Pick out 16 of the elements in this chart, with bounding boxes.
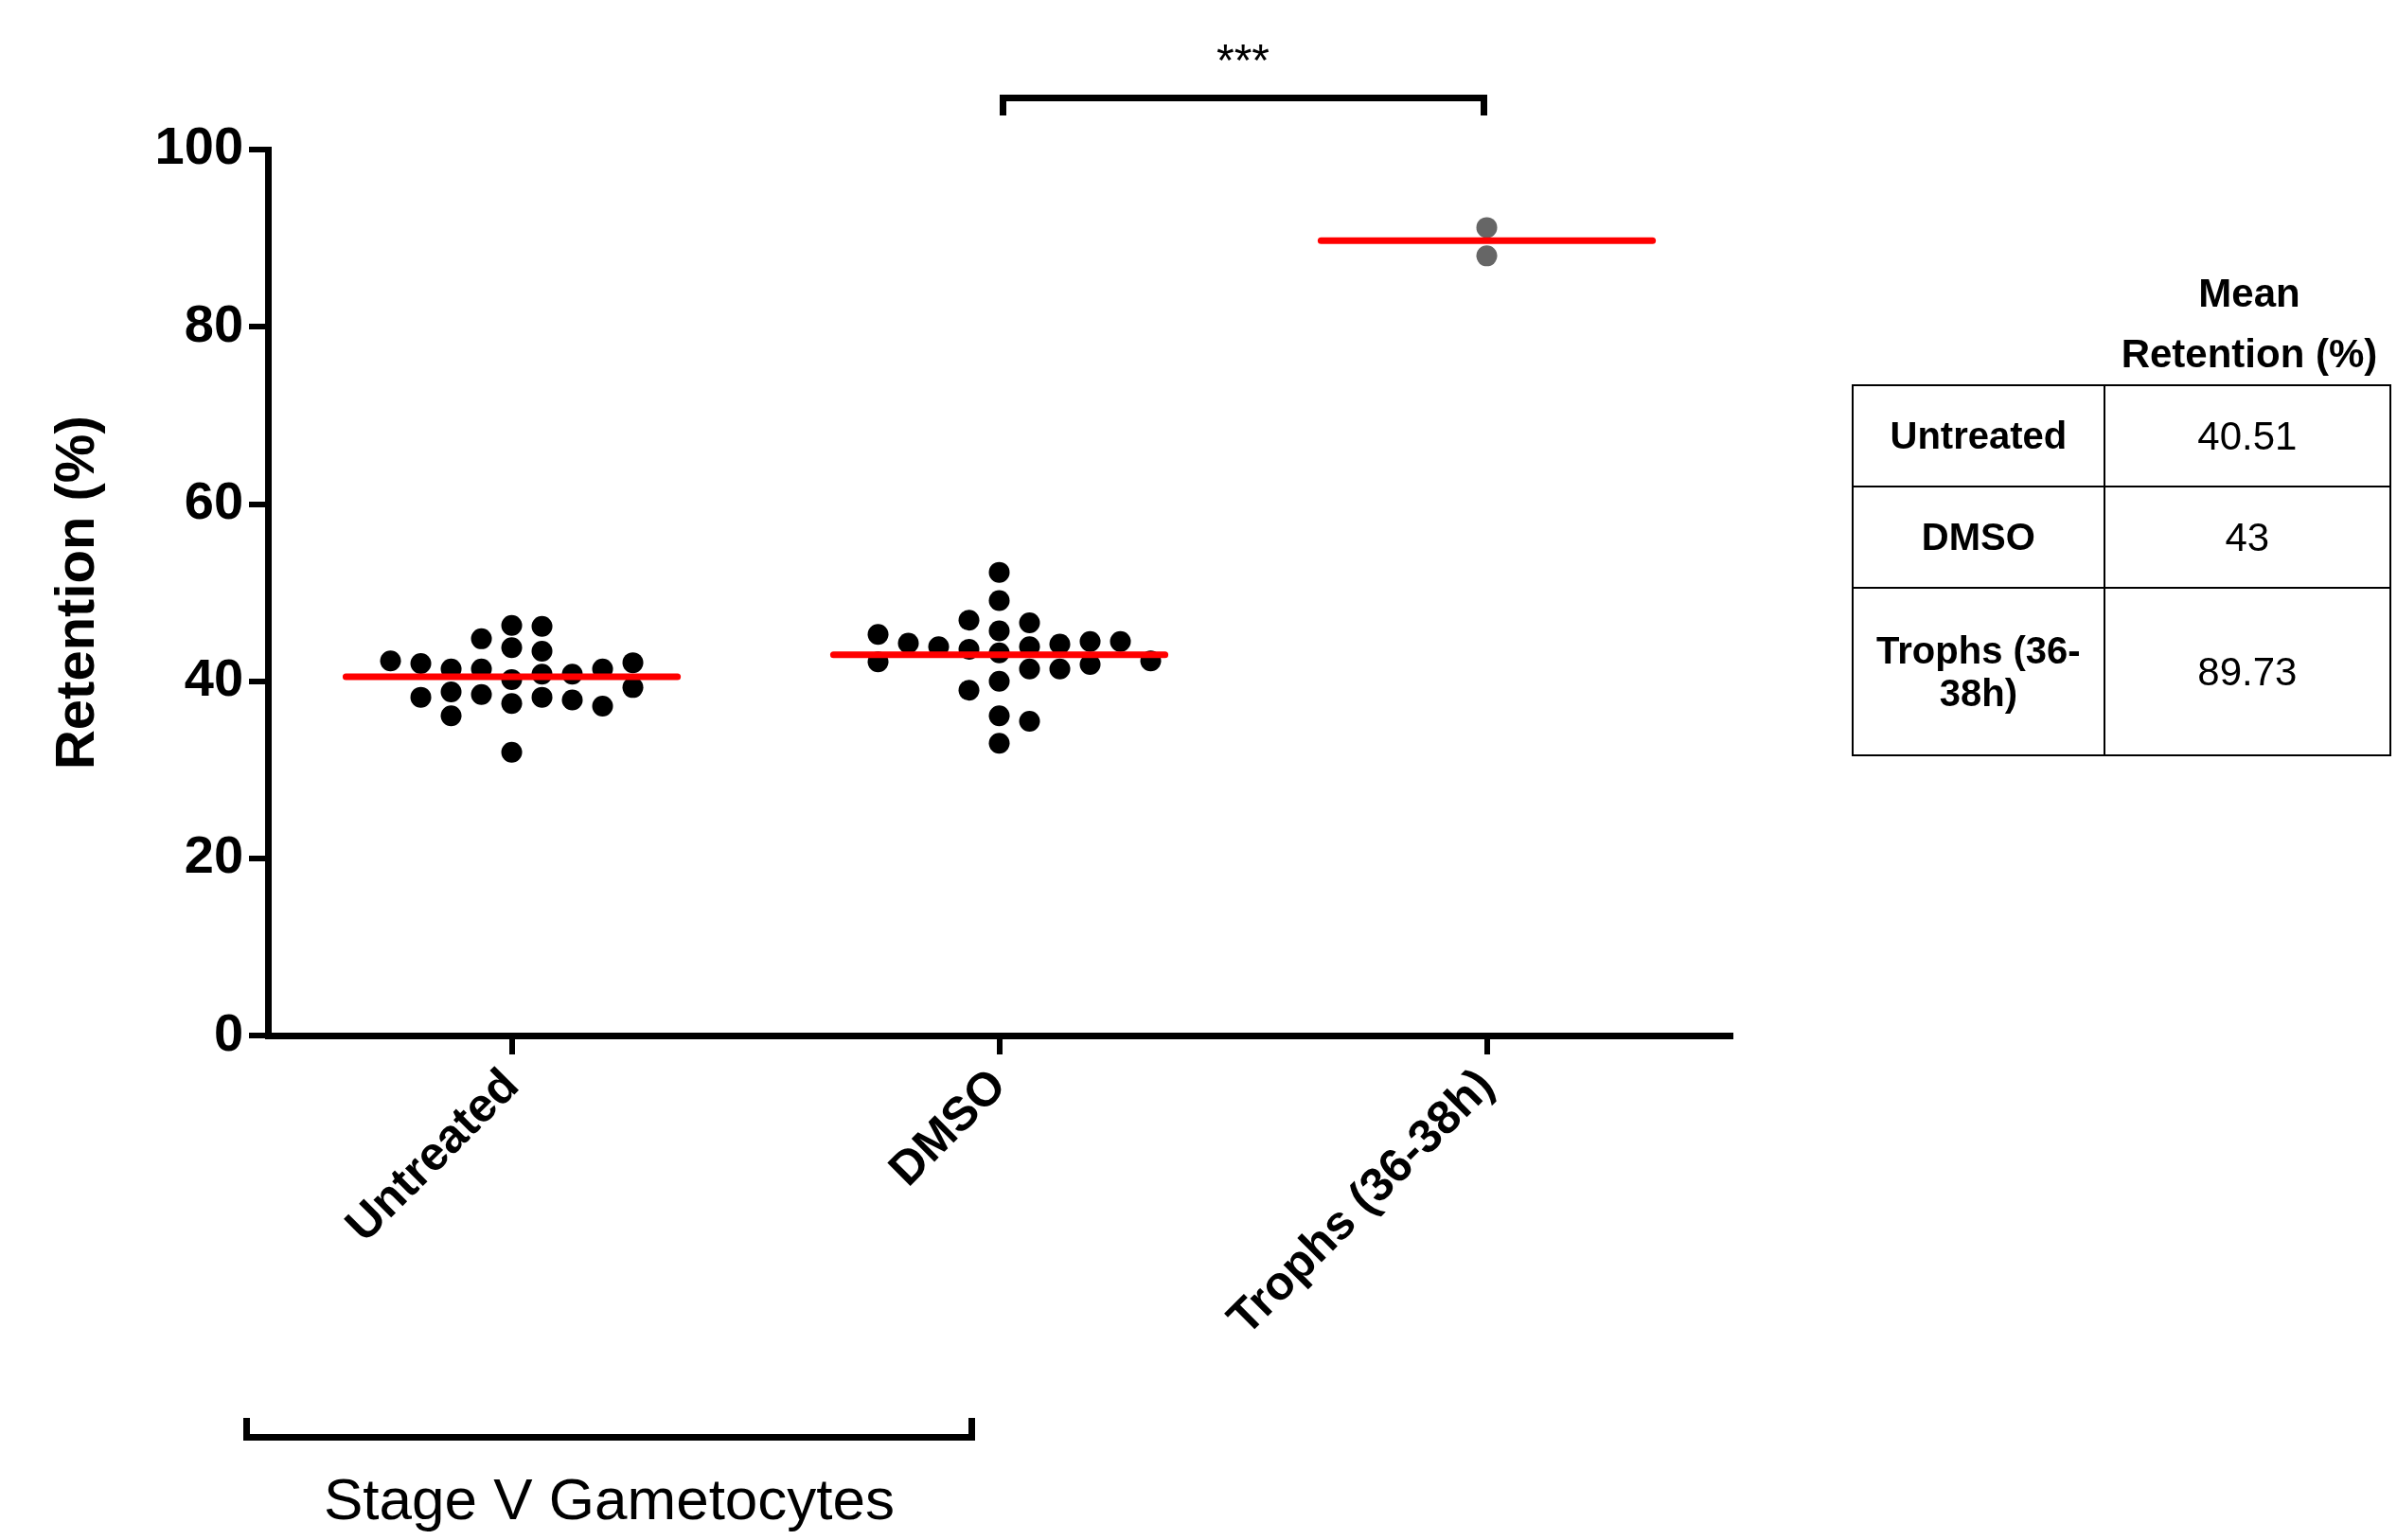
data-label: 89.73	[2104, 588, 2390, 755]
data-label: 40.51	[2104, 385, 2390, 487]
y-tick-label: 100	[154, 115, 244, 176]
category-label: DMSO	[1853, 487, 2104, 588]
y-tick-label: 0	[213, 1001, 244, 1062]
y-tick-label: 40	[184, 647, 244, 708]
category-label: Trophs (36-38h)	[1853, 588, 2104, 755]
y-tick-label: 60	[184, 469, 244, 530]
category-label: Untreated	[1853, 385, 2104, 487]
text: Stage V Gametocytes	[322, 1465, 897, 1532]
text: Mean Retention (%)	[2120, 270, 2379, 378]
y-tick-label: 80	[184, 292, 244, 353]
data-label: 43	[2104, 487, 2390, 588]
y-axis-title: Retention (%)	[43, 416, 105, 770]
y-tick-label: 20	[184, 824, 244, 885]
text: ***	[1216, 34, 1271, 86]
